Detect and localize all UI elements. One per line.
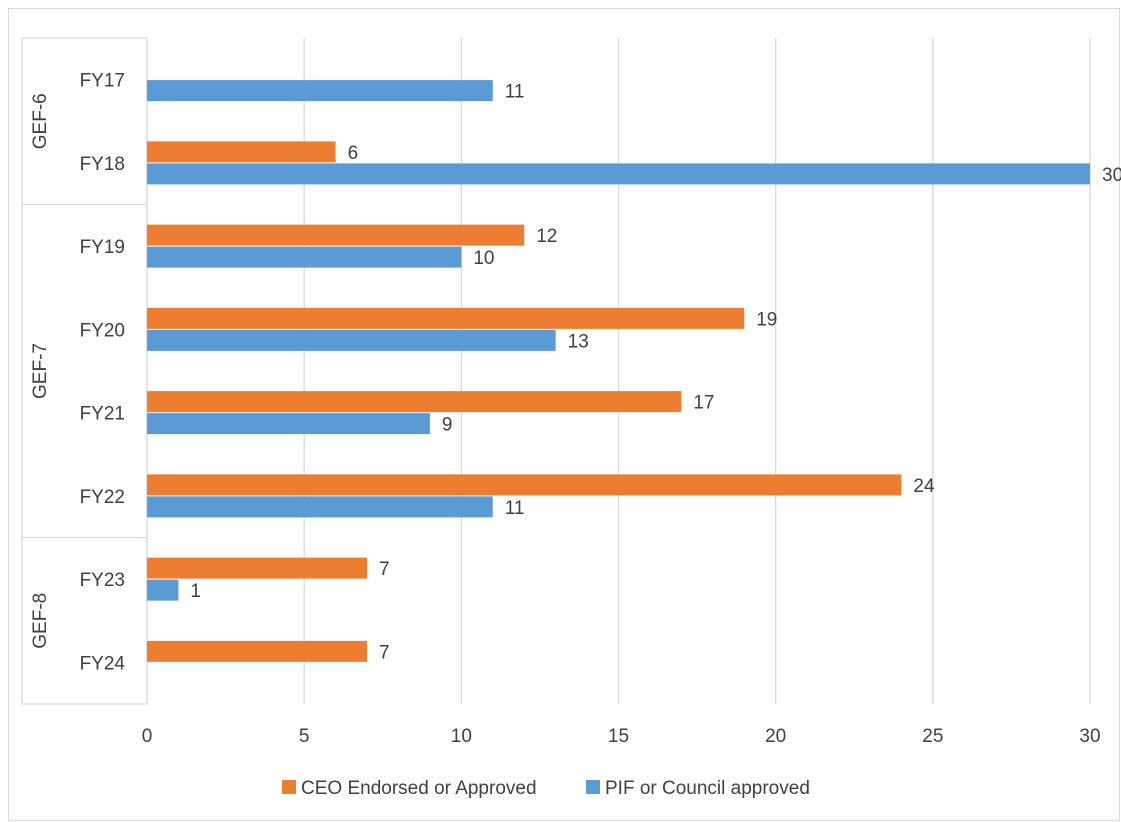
bar-ceo-endorsed xyxy=(147,141,336,163)
data-label: 11 xyxy=(505,82,525,103)
category-label: FY24 xyxy=(80,653,126,674)
bar-pif-council xyxy=(147,246,462,268)
group-label: GEF-7 xyxy=(30,343,51,399)
data-label: 19 xyxy=(756,309,777,330)
category-labels: FY17 FY18 FY19 FY20 FY21 FY22 FY23 FY24 xyxy=(80,71,126,675)
data-label: 7 xyxy=(379,642,390,663)
x-tick-label: 25 xyxy=(922,726,943,747)
bar-pif-council xyxy=(147,329,556,351)
legend-swatch xyxy=(586,780,600,794)
x-tick-label: 10 xyxy=(451,726,472,747)
x-tick-label: 20 xyxy=(765,726,786,747)
x-tick-label: 30 xyxy=(1079,726,1100,747)
category-label: FY21 xyxy=(80,404,125,425)
legend-label: CEO Endorsed or Approved xyxy=(301,778,537,799)
bar-pif-council xyxy=(147,496,493,518)
x-tick-labels: 0 5 10 15 20 25 30 xyxy=(142,726,1101,747)
data-label: 7 xyxy=(379,559,390,580)
bar-ceo-endorsed xyxy=(147,391,682,413)
data-label: 10 xyxy=(473,248,494,269)
data-label: 13 xyxy=(568,331,589,352)
data-label: 30 xyxy=(1102,165,1121,186)
x-tick-label: 5 xyxy=(299,726,310,747)
data-label: 24 xyxy=(913,476,935,497)
group-separators xyxy=(21,37,147,705)
data-label: 11 xyxy=(505,498,525,519)
legend-swatch xyxy=(282,780,296,794)
gridlines xyxy=(146,38,1091,704)
category-label: FY23 xyxy=(80,570,125,591)
data-label: 12 xyxy=(536,226,557,247)
category-label: FY20 xyxy=(80,320,125,341)
bars xyxy=(147,80,1090,662)
bar-pif-council xyxy=(147,579,179,601)
group-label: GEF-8 xyxy=(30,593,51,649)
bar-ceo-endorsed xyxy=(147,474,902,496)
data-label: 1 xyxy=(190,581,201,602)
legend: CEO Endorsed or Approved PIF or Council a… xyxy=(282,778,810,799)
data-label: 9 xyxy=(442,415,453,436)
bar-ceo-endorsed xyxy=(147,224,525,246)
group-labels: GEF-6 GEF-7 GEF-8 xyxy=(30,93,51,648)
category-label: FY17 xyxy=(80,71,125,92)
data-label: 6 xyxy=(348,143,359,164)
x-tick-label: 15 xyxy=(608,726,629,747)
bar-pif-council xyxy=(147,80,493,102)
bar-pif-council xyxy=(147,163,1090,185)
legend-label: PIF or Council approved xyxy=(605,778,810,799)
bar-pif-council xyxy=(147,413,430,435)
bar-ceo-endorsed xyxy=(147,307,745,329)
category-label: FY22 xyxy=(80,487,125,508)
x-tick-label: 0 xyxy=(142,726,153,747)
category-label: FY18 xyxy=(80,154,125,175)
bar-ceo-endorsed xyxy=(147,557,368,579)
category-label: FY19 xyxy=(80,237,125,258)
group-label: GEF-6 xyxy=(30,93,51,149)
bar-ceo-endorsed xyxy=(147,640,368,662)
data-label: 17 xyxy=(693,393,714,414)
